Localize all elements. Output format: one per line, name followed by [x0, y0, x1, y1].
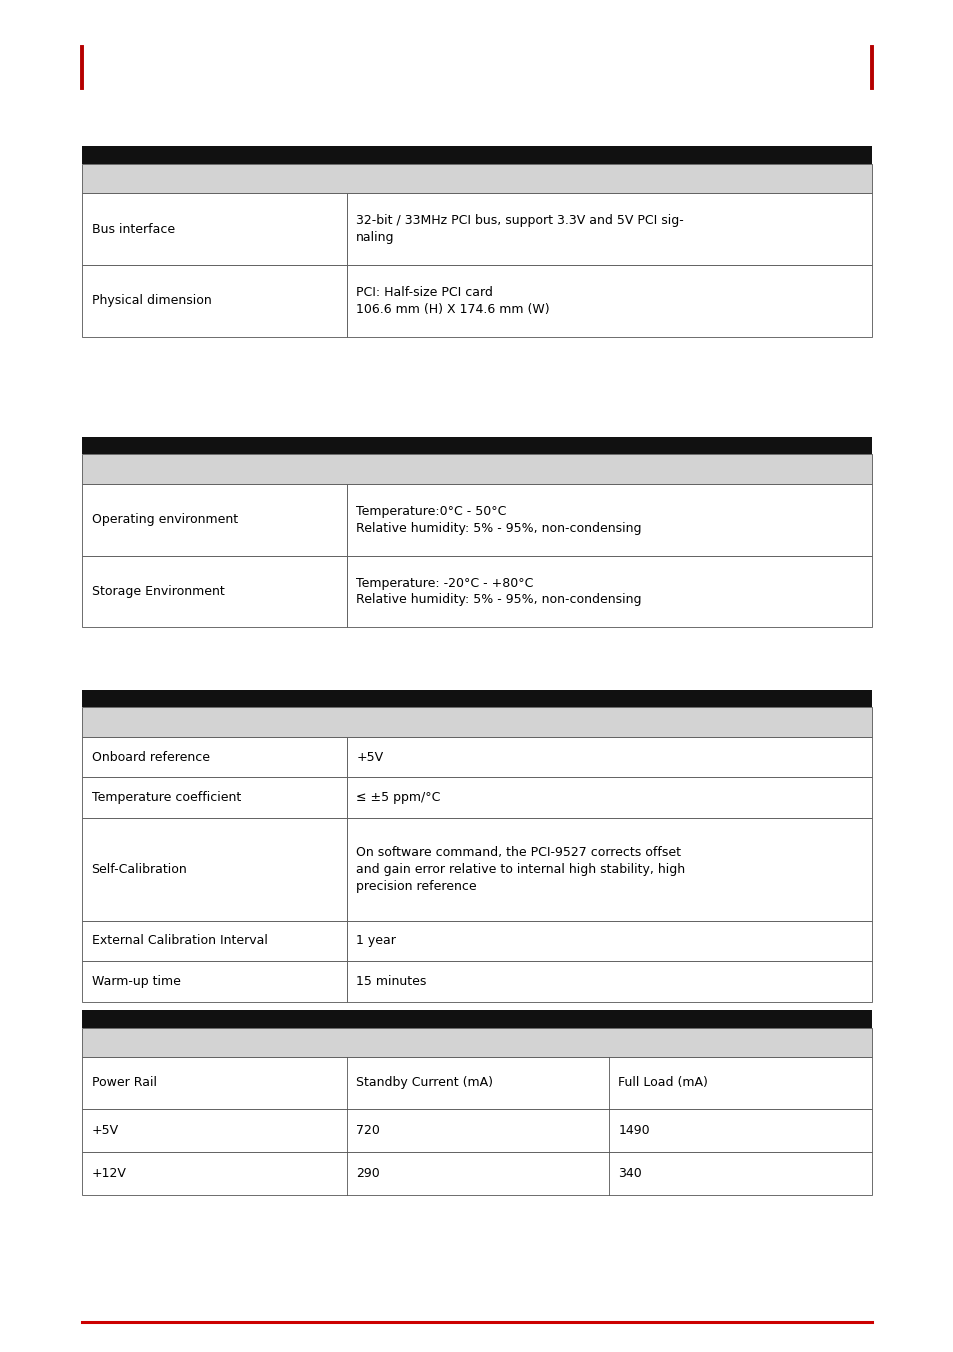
Text: +12V: +12V	[91, 1167, 127, 1180]
Bar	[82, 1028, 871, 1057]
Text: Bus interface: Bus interface	[91, 223, 174, 235]
Bar	[346, 193, 871, 265]
Text: 1 year: 1 year	[355, 934, 395, 948]
Text: On software command, the PCI-9527 corrects offset
and gain error relative to int: On software command, the PCI-9527 correc…	[355, 846, 684, 892]
Text: Power Rail: Power Rail	[91, 1076, 156, 1090]
Bar	[346, 265, 871, 337]
Text: Temperature:0°C - 50°C
Relative humidity: 5% - 95%, non-condensing: Temperature:0°C - 50°C Relative humidity…	[355, 504, 641, 535]
Text: Temperature: -20°C - +80°C
Relative humidity: 5% - 95%, non-condensing: Temperature: -20°C - +80°C Relative humi…	[355, 576, 641, 607]
Bar	[82, 484, 346, 556]
Text: Standby Current (mA): Standby Current (mA)	[355, 1076, 493, 1090]
Bar	[82, 1109, 871, 1152]
Bar	[82, 777, 346, 818]
Bar	[346, 737, 871, 777]
Bar	[82, 265, 346, 337]
Bar	[82, 556, 346, 627]
Text: Self-Calibration: Self-Calibration	[91, 863, 187, 876]
Bar	[82, 737, 346, 777]
Text: +5V: +5V	[91, 1124, 118, 1137]
Bar	[346, 777, 871, 818]
Text: Full Load (mA): Full Load (mA)	[618, 1076, 707, 1090]
Text: 32-bit / 33MHz PCI bus, support 3.3V and 5V PCI sig-
naling: 32-bit / 33MHz PCI bus, support 3.3V and…	[355, 214, 683, 245]
Bar	[82, 164, 871, 193]
Bar	[82, 707, 871, 737]
Text: Warm-up time: Warm-up time	[91, 975, 180, 988]
Text: PCI: Half-size PCI card
106.6 mm (H) X 174.6 mm (W): PCI: Half-size PCI card 106.6 mm (H) X 1…	[355, 285, 549, 316]
Bar	[82, 454, 871, 484]
Text: 15 minutes: 15 minutes	[355, 975, 426, 988]
Text: Onboard reference: Onboard reference	[91, 750, 210, 764]
Bar	[82, 437, 871, 454]
Bar	[82, 921, 346, 961]
Bar	[346, 921, 871, 961]
Text: Temperature coefficient: Temperature coefficient	[91, 791, 240, 804]
Text: 1490: 1490	[618, 1124, 649, 1137]
Bar	[82, 193, 346, 265]
Text: 340: 340	[618, 1167, 641, 1180]
Text: +5V: +5V	[355, 750, 383, 764]
Bar	[82, 818, 346, 921]
Bar	[82, 1010, 871, 1028]
Text: Physical dimension: Physical dimension	[91, 295, 212, 307]
Bar	[82, 690, 871, 707]
Bar	[346, 556, 871, 627]
Text: 720: 720	[355, 1124, 379, 1137]
Text: ≤ ±5 ppm/°C: ≤ ±5 ppm/°C	[355, 791, 440, 804]
Bar	[82, 146, 871, 164]
Text: 290: 290	[355, 1167, 379, 1180]
Text: Storage Environment: Storage Environment	[91, 585, 224, 598]
Bar	[82, 1152, 871, 1195]
Text: External Calibration Interval: External Calibration Interval	[91, 934, 267, 948]
Bar	[346, 484, 871, 556]
Bar	[346, 818, 871, 921]
Bar	[82, 1057, 871, 1109]
Text: Operating environment: Operating environment	[91, 514, 237, 526]
Bar	[346, 961, 871, 1002]
Bar	[82, 961, 346, 1002]
